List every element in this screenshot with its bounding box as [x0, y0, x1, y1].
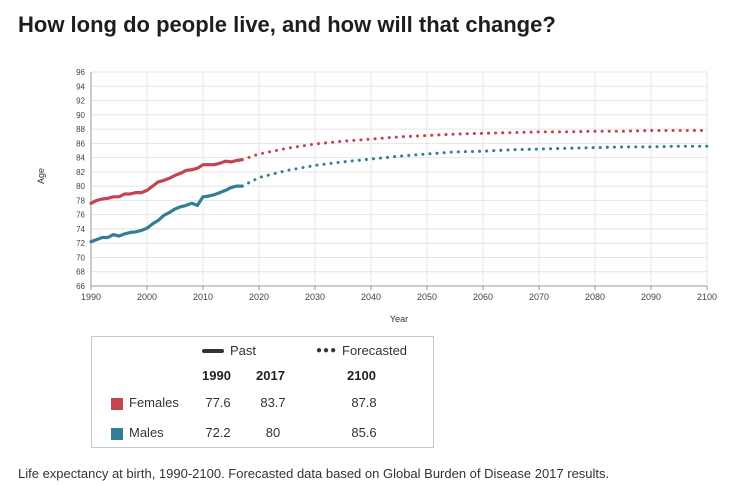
col-header-2100: 2100 — [347, 368, 376, 383]
y-tick-label: 92 — [76, 97, 85, 106]
legend-past-label: Past — [230, 343, 257, 358]
females-swatch — [111, 398, 123, 410]
x-tick-label: 2100 — [697, 292, 717, 302]
y-tick-label: 84 — [76, 154, 85, 163]
y-tick-label: 78 — [76, 196, 85, 205]
x-tick-label: 2020 — [249, 292, 269, 302]
forecast-dots-icon: ●●● — [316, 345, 338, 356]
chart-title: How long do people live, and how will th… — [18, 12, 556, 37]
y-tick-label: 66 — [76, 282, 85, 291]
y-tick-label: 94 — [76, 82, 85, 91]
males-2100-value: 85.6 — [351, 425, 377, 440]
chart-caption: Life expectancy at birth, 1990-2100. For… — [18, 466, 610, 481]
col-header-2017: 2017 — [256, 368, 285, 383]
legend-forecast-label: Forecasted — [342, 343, 408, 358]
y-tick-label: 90 — [76, 111, 85, 120]
x-tick-label: 2090 — [641, 292, 661, 302]
grid — [90, 71, 708, 287]
past-line-icon — [202, 349, 224, 353]
series-lines — [89, 129, 709, 244]
y-tick-label: 68 — [76, 268, 85, 277]
x-tick-label: 2040 — [361, 292, 381, 302]
x-tick-label: 2060 — [473, 292, 493, 302]
x-tick-label: 2010 — [193, 292, 213, 302]
x-tick-label: 2050 — [417, 292, 437, 302]
y-tick-label: 96 — [76, 68, 85, 77]
y-tick-label: 80 — [76, 182, 85, 191]
y-tick-label: 70 — [76, 253, 85, 262]
x-tick-label: 2030 — [305, 292, 325, 302]
x-tick-label: 1990 — [81, 292, 101, 302]
axes: 66 68 70 72 74 76 78 80 82 84 86 88 90 92 94 96 1990 2000… — [76, 68, 717, 302]
males-2017-value: 80 — [265, 425, 281, 440]
x-tick-label: 2070 — [529, 292, 549, 302]
females-1990-value: 77.6 — [205, 395, 231, 410]
x-tick-label: 2080 — [585, 292, 605, 302]
females-past-line — [89, 158, 244, 205]
females-forecast-line — [240, 129, 709, 162]
col-header-1990: 1990 — [202, 368, 231, 383]
legend-table: Past ●●● Forecasted 1990 2017 2100 Femal… — [91, 336, 434, 448]
y-tick-label: 88 — [76, 125, 85, 134]
males-past-line — [89, 184, 244, 244]
females-label: Females — [129, 395, 179, 410]
y-axis-label: Age — [36, 168, 46, 184]
females-2017-value: 83.7 — [260, 395, 286, 410]
x-tick-label: 2000 — [137, 292, 157, 302]
males-forecast-line — [240, 144, 709, 188]
females-2100-value: 87.8 — [351, 395, 377, 410]
males-label: Males — [129, 425, 164, 440]
y-tick-label: 74 — [76, 225, 85, 234]
y-tick-label: 76 — [76, 211, 85, 220]
males-1990-value: 72.2 — [205, 425, 231, 440]
males-swatch — [111, 428, 123, 440]
x-axis-label: Year — [390, 314, 408, 324]
y-tick-label: 82 — [76, 168, 85, 177]
y-tick-label: 72 — [76, 239, 85, 248]
life-expectancy-chart: 66 68 70 72 74 76 78 80 82 84 86 88 90 92 94 96 1990 2000… — [36, 68, 717, 324]
y-tick-label: 86 — [76, 139, 85, 148]
